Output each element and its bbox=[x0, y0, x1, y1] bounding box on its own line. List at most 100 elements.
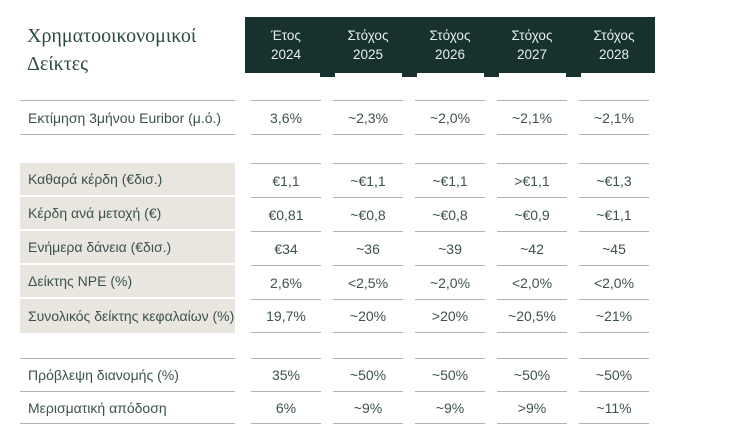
row-label: Καθαρά κέρδη (€δισ.) bbox=[20, 163, 235, 197]
table-cell: ~2,3% bbox=[327, 100, 409, 135]
table-cell: ~50% bbox=[327, 358, 409, 391]
table-cell: <2,0% bbox=[573, 265, 655, 299]
header-divider-tab bbox=[566, 73, 581, 77]
table-cell: ~9% bbox=[327, 391, 409, 424]
group-spacer bbox=[20, 135, 655, 163]
table-row: Συνολικός δείκτης κεφαλαίων (%) 19,7% ~2… bbox=[20, 299, 655, 333]
cell-value: ~2,3% bbox=[333, 100, 403, 135]
column-header-year: 2025 bbox=[352, 47, 384, 62]
table-cell: ~2,1% bbox=[491, 100, 573, 135]
cell-value: 3,6% bbox=[251, 100, 321, 135]
cell-value: ~9% bbox=[333, 391, 403, 424]
table-cell: ~42 bbox=[491, 231, 573, 265]
cell-value: ~39 bbox=[415, 231, 485, 265]
cell-value: ~50% bbox=[333, 358, 403, 391]
column-header-2027: Στόχος 2027 bbox=[491, 17, 573, 73]
cell-value: ~50% bbox=[579, 358, 649, 391]
cell-value: ~€1,1 bbox=[415, 163, 485, 197]
cell-value: >9% bbox=[497, 391, 567, 424]
table-cell: ~€1,3 bbox=[573, 163, 655, 197]
cell-value: €1,1 bbox=[251, 163, 321, 197]
header-divider-tab bbox=[484, 73, 499, 77]
column-header-year: 2027 bbox=[516, 47, 548, 62]
column-header-label: Στόχος bbox=[429, 28, 471, 43]
column-header-label: Στόχος bbox=[347, 28, 389, 43]
row-label: Ενήμερα δάνεια (€δισ.) bbox=[20, 231, 235, 265]
table-row: Μερισματική απόδοση 6% ~9% ~9% >9% ~11% bbox=[20, 391, 655, 424]
table-cell: ~45 bbox=[573, 231, 655, 265]
table-cell: ~€0,9 bbox=[491, 197, 573, 231]
column-header-year: 2024 bbox=[270, 47, 302, 62]
table-body: Εκτίμηση 3μήνου Euribor (μ.ό.) 3,6% ~2,3… bbox=[20, 100, 655, 424]
cell-value: ~€1,1 bbox=[333, 163, 403, 197]
table-group-euribor: Εκτίμηση 3μήνου Euribor (μ.ό.) 3,6% ~2,3… bbox=[20, 100, 655, 135]
row-label: Δείκτης NPE (%) bbox=[20, 265, 235, 299]
cell-value: ~2,1% bbox=[497, 100, 567, 135]
table-cell: ~20% bbox=[327, 299, 409, 333]
table-cell: 19,7% bbox=[245, 299, 327, 333]
table-row: Πρόβλεψη διανομής (%) 35% ~50% ~50% ~50%… bbox=[20, 358, 655, 391]
table-cell: >20% bbox=[409, 299, 491, 333]
cell-value: ~42 bbox=[497, 231, 567, 265]
cell-value: >20% bbox=[415, 299, 485, 333]
cell-value: ~36 bbox=[333, 231, 403, 265]
cell-value: ~€1,3 bbox=[579, 163, 649, 197]
cell-value: €0,81 bbox=[251, 197, 321, 231]
table-row: Καθαρά κέρδη (€δισ.) €1,1 ~€1,1 ~€1,1 >€… bbox=[20, 163, 655, 197]
cell-value: ~20% bbox=[333, 299, 403, 333]
column-header-label: Έτος bbox=[271, 28, 301, 43]
cell-value: €34 bbox=[251, 231, 321, 265]
table-cell: ~50% bbox=[491, 358, 573, 391]
table-cell: ~11% bbox=[573, 391, 655, 424]
cell-value: ~€1,1 bbox=[579, 197, 649, 231]
table-cell: ~€1,1 bbox=[327, 163, 409, 197]
table-cell: ~2,0% bbox=[409, 265, 491, 299]
row-label: Κέρδη ανά μετοχή (€) bbox=[20, 197, 235, 231]
cell-value: 19,7% bbox=[251, 299, 321, 333]
table-group-distribution: Πρόβλεψη διανομής (%) 35% ~50% ~50% ~50%… bbox=[20, 358, 655, 424]
column-header-label: Στόχος bbox=[593, 28, 635, 43]
cell-value: <2,0% bbox=[579, 265, 649, 299]
table-cell: ~20,5% bbox=[491, 299, 573, 333]
page-title: Χρηματοοικονομικοί Δείκτες bbox=[27, 22, 196, 78]
table-row: Ενήμερα δάνεια (€δισ.) €34 ~36 ~39 ~42 ~… bbox=[20, 231, 655, 265]
header-divider-tab bbox=[402, 73, 417, 77]
page-title-line1: Χρηματοοικονομικοί bbox=[27, 25, 197, 47]
table-cell: ~39 bbox=[409, 231, 491, 265]
table-cell: 35% bbox=[245, 358, 327, 391]
table-cell: 3,6% bbox=[245, 100, 327, 135]
column-header-2026: Στόχος 2026 bbox=[409, 17, 491, 73]
table-cell: ~€0,8 bbox=[409, 197, 491, 231]
cell-value: ~45 bbox=[579, 231, 649, 265]
table-cell: €1,1 bbox=[245, 163, 327, 197]
cell-value: ~€0,8 bbox=[415, 197, 485, 231]
cell-value: 2,6% bbox=[251, 265, 321, 299]
cell-value: <2,0% bbox=[497, 265, 567, 299]
table-group-core-metrics: Καθαρά κέρδη (€δισ.) €1,1 ~€1,1 ~€1,1 >€… bbox=[20, 163, 655, 333]
cell-value: 6% bbox=[251, 391, 321, 424]
cell-value: ~2,1% bbox=[579, 100, 649, 135]
table-cell: ~€1,1 bbox=[573, 197, 655, 231]
table-cell: 2,6% bbox=[245, 265, 327, 299]
table-cell: <2,5% bbox=[327, 265, 409, 299]
table-cell: >€1,1 bbox=[491, 163, 573, 197]
table-cell: ~€1,1 bbox=[409, 163, 491, 197]
table-cell: ~2,0% bbox=[409, 100, 491, 135]
table-cell: €0,81 bbox=[245, 197, 327, 231]
table-row: Κέρδη ανά μετοχή (€) €0,81 ~€0,8 ~€0,8 ~… bbox=[20, 197, 655, 231]
row-label: Εκτίμηση 3μήνου Euribor (μ.ό.) bbox=[20, 100, 235, 135]
table-cell: ~50% bbox=[573, 358, 655, 391]
cell-value: ~11% bbox=[579, 391, 649, 424]
cell-value: ~20,5% bbox=[497, 299, 567, 333]
table-cell: >9% bbox=[491, 391, 573, 424]
column-header-2025: Στόχος 2025 bbox=[327, 17, 409, 73]
row-label: Μερισματική απόδοση bbox=[20, 391, 235, 424]
table-cell: €34 bbox=[245, 231, 327, 265]
table-cell: ~21% bbox=[573, 299, 655, 333]
cell-value: >€1,1 bbox=[497, 163, 567, 197]
table-header-bar: Έτος 2024 Στόχος 2025 Στόχος 2026 Στόχος 202… bbox=[245, 17, 655, 77]
cell-value: ~50% bbox=[497, 358, 567, 391]
table-cell: ~€0,8 bbox=[327, 197, 409, 231]
page-title-line2: Δείκτες bbox=[27, 53, 89, 75]
